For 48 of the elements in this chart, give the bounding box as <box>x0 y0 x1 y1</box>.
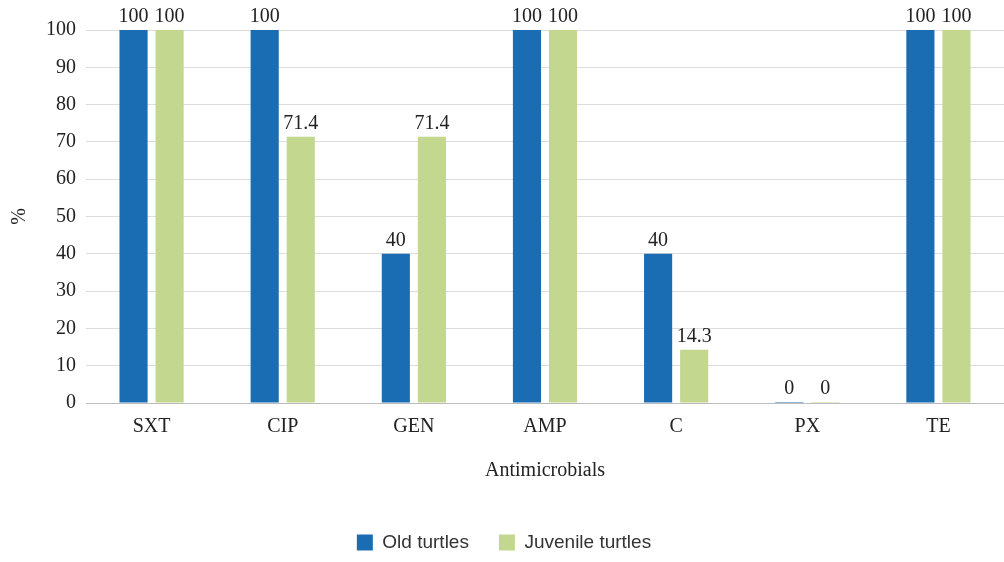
data-label: 71.4 <box>283 110 319 133</box>
bar <box>942 30 971 403</box>
data-label: 40 <box>648 228 669 251</box>
y-tick-label: 0 <box>66 390 76 413</box>
y-tick-label: 80 <box>56 91 76 114</box>
bar <box>155 30 184 403</box>
x-tick-label: C <box>669 414 683 437</box>
data-label: 0 <box>784 376 795 399</box>
x-tick-label: GEN <box>393 414 435 437</box>
bar <box>417 136 446 403</box>
data-label: 100 <box>249 4 280 27</box>
y-tick-label: 100 <box>46 17 76 40</box>
bar <box>250 30 279 403</box>
data-label: 100 <box>905 4 936 27</box>
bar <box>512 30 542 403</box>
y-tick-label: 90 <box>56 54 76 77</box>
x-tick-label: AMP <box>523 414 567 437</box>
y-tick-label: 10 <box>56 352 76 375</box>
bar <box>906 30 935 403</box>
bar <box>548 30 578 403</box>
data-label: 40 <box>385 228 406 251</box>
x-tick-label: TE <box>926 414 951 437</box>
data-label: 71.4 <box>414 110 450 133</box>
x-tick-label: CIP <box>267 414 299 437</box>
y-tick-label: 20 <box>56 315 76 338</box>
data-label: 100 <box>118 4 149 27</box>
data-label: 100 <box>548 4 579 27</box>
data-label: 100 <box>941 4 972 27</box>
data-label: 0 <box>820 376 831 399</box>
bar <box>119 30 148 403</box>
x-axis-title: Antimicrobials <box>485 458 606 481</box>
y-tick-label: 40 <box>56 241 76 264</box>
bar <box>680 349 709 403</box>
bar <box>381 253 410 403</box>
x-tick-label: PX <box>794 414 821 437</box>
bar <box>644 253 673 403</box>
y-axis-title: % <box>7 208 30 225</box>
y-tick-label: 70 <box>56 129 76 152</box>
legend-label: Old turtles <box>382 530 469 552</box>
x-tick-label: SXT <box>132 414 171 437</box>
legend-label: Juvenile turtles <box>524 530 652 552</box>
y-tick-label: 60 <box>56 166 76 189</box>
y-tick-label: 50 <box>56 203 76 226</box>
data-label: 100 <box>511 4 542 27</box>
bar <box>286 136 315 403</box>
data-label: 100 <box>154 4 185 27</box>
y-tick-label: 30 <box>56 278 76 301</box>
data-label: 14.3 <box>676 323 712 346</box>
